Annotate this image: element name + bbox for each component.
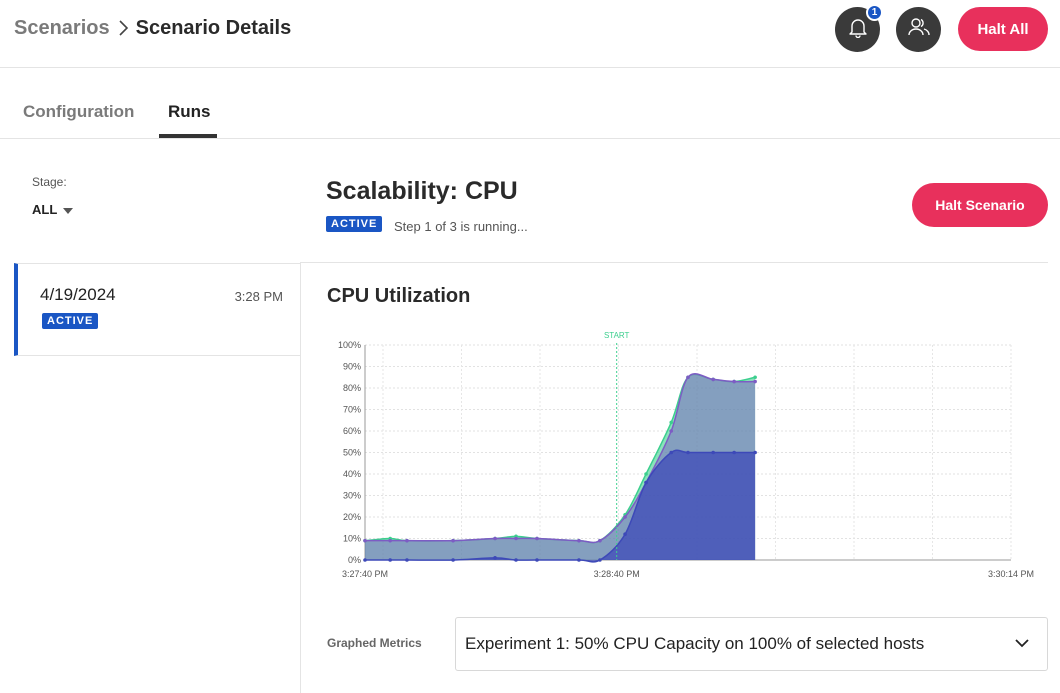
data-point	[451, 538, 455, 543]
bell-icon	[847, 16, 869, 43]
data-point	[405, 538, 409, 543]
data-point	[577, 538, 581, 543]
y-tick-label: 60%	[343, 426, 361, 436]
data-point	[644, 480, 648, 485]
data-point	[405, 558, 409, 562]
data-point	[514, 558, 518, 562]
notification-count-badge: 1	[866, 4, 883, 21]
column-divider	[300, 263, 301, 693]
y-tick-label: 90%	[343, 362, 361, 372]
y-tick-label: 50%	[343, 448, 361, 458]
chevron-down-icon	[1015, 635, 1029, 653]
data-point	[514, 536, 518, 541]
data-point	[388, 538, 392, 543]
notifications-button[interactable]: 1	[835, 4, 883, 52]
start-marker-label: START	[604, 331, 630, 340]
halt-all-button[interactable]: Halt All	[958, 7, 1048, 51]
caret-down-icon	[63, 202, 74, 217]
breadcrumb: Scenarios Scenario Details	[14, 16, 291, 40]
data-point	[669, 450, 674, 455]
section-divider	[300, 262, 1048, 263]
data-point	[623, 515, 627, 519]
tab-bar: Configuration Runs	[0, 68, 1060, 139]
chart-title: CPU Utilization	[327, 285, 471, 307]
y-tick-label: 10%	[343, 534, 361, 544]
users-icon	[907, 17, 931, 42]
data-point	[623, 532, 627, 536]
halt-scenario-button[interactable]: Halt Scenario	[912, 183, 1048, 227]
data-point	[753, 450, 757, 455]
stage-value: ALL	[32, 202, 58, 217]
data-point	[493, 556, 497, 560]
y-tick-label: 0%	[348, 555, 361, 565]
data-point	[686, 375, 690, 380]
data-point	[577, 558, 581, 562]
tab-configuration[interactable]: Configuration	[23, 102, 135, 121]
stage-label: Stage:	[32, 175, 67, 189]
users-button[interactable]	[896, 7, 941, 52]
data-point	[753, 379, 757, 384]
data-point	[686, 450, 690, 455]
graphed-metrics-dropdown[interactable]: Experiment 1: 50% CPU Capacity on 100% o…	[455, 617, 1048, 671]
tab-runs[interactable]: Runs	[168, 102, 211, 121]
run-time: 3:28 PM	[234, 289, 283, 304]
x-tick-label: 3:28:40 PM	[594, 569, 640, 579]
graphed-metrics-label: Graphed Metrics	[327, 636, 422, 650]
run-list-item[interactable]: 4/19/2024 3:28 PM ACTIVE	[14, 263, 301, 356]
y-tick-label: 100%	[338, 340, 361, 350]
breadcrumb-scenarios-link[interactable]: Scenarios	[14, 16, 110, 39]
data-point	[644, 472, 648, 476]
data-point	[598, 558, 602, 562]
data-point	[732, 379, 736, 384]
selected-metric: Experiment 1: 50% CPU Capacity on 100% o…	[465, 634, 925, 653]
y-tick-label: 80%	[343, 383, 361, 393]
run-status-badge: ACTIVE	[42, 313, 99, 329]
stage-dropdown[interactable]: ALL	[32, 202, 74, 217]
data-point	[732, 450, 736, 455]
cpu-utilization-chart: 0% 10% 20% 30% 40% 50% 60% 70% 80% 90% 100% 3:27:40…	[338, 331, 1034, 579]
data-point	[535, 558, 539, 562]
data-point	[598, 538, 602, 543]
y-tick-label: 70%	[343, 405, 361, 415]
top-header: Scenarios Scenario Details 1 Halt All	[0, 0, 1060, 68]
active-tab-indicator	[159, 134, 217, 138]
data-point	[388, 558, 392, 562]
data-point	[451, 558, 455, 562]
data-point	[753, 375, 757, 380]
series-area	[365, 450, 756, 562]
y-tick-label: 30%	[343, 491, 361, 501]
x-tick-label: 3:27:40 PM	[342, 569, 388, 579]
run-date: 4/19/2024	[40, 285, 116, 304]
data-point	[669, 420, 674, 425]
x-tick-label: 3:30:14 PM	[988, 569, 1034, 579]
data-point	[711, 377, 715, 382]
page-title: Scenario Details	[135, 16, 292, 39]
scenario-title: Scalability: CPU	[326, 177, 518, 205]
data-point	[363, 558, 367, 562]
scenario-status-badge: ACTIVE	[326, 216, 383, 232]
data-point	[535, 536, 539, 541]
chevron-right-icon	[110, 16, 136, 40]
series-line	[365, 373, 756, 544]
data-point	[493, 536, 497, 541]
data-point	[363, 538, 367, 543]
data-point	[669, 429, 674, 433]
scenario-progress-text: Step 1 of 3 is running...	[394, 219, 528, 234]
y-tick-label: 40%	[343, 469, 361, 479]
data-point	[711, 450, 715, 455]
y-tick-label: 20%	[343, 512, 361, 522]
series-line	[365, 449, 756, 563]
